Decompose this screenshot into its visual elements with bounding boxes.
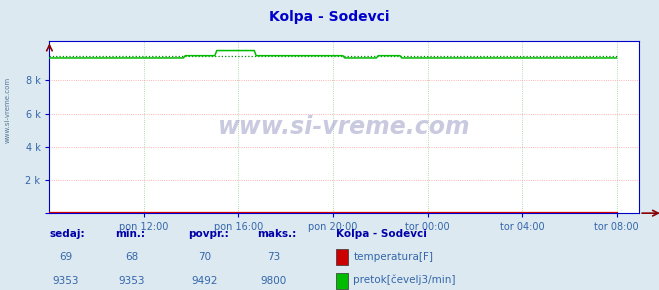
- Text: povpr.:: povpr.:: [188, 229, 229, 239]
- Text: min.:: min.:: [115, 229, 146, 239]
- Text: 69: 69: [59, 253, 72, 262]
- Text: 70: 70: [198, 253, 211, 262]
- Text: sedaj:: sedaj:: [49, 229, 85, 239]
- Text: www.si-vreme.com: www.si-vreme.com: [5, 77, 11, 143]
- Text: pretok[čevelj3/min]: pretok[čevelj3/min]: [353, 275, 456, 285]
- Text: 68: 68: [125, 253, 138, 262]
- Text: maks.:: maks.:: [257, 229, 297, 239]
- Text: www.si-vreme.com: www.si-vreme.com: [218, 115, 471, 139]
- Text: 9353: 9353: [119, 276, 145, 286]
- Text: 9800: 9800: [260, 276, 287, 286]
- Text: Kolpa - Sodevci: Kolpa - Sodevci: [270, 10, 389, 24]
- Text: 9492: 9492: [191, 276, 217, 286]
- Text: 73: 73: [267, 253, 280, 262]
- Text: temperatura[F]: temperatura[F]: [353, 252, 433, 262]
- Text: Kolpa - Sodevci: Kolpa - Sodevci: [336, 229, 427, 239]
- Text: 9353: 9353: [53, 276, 79, 286]
